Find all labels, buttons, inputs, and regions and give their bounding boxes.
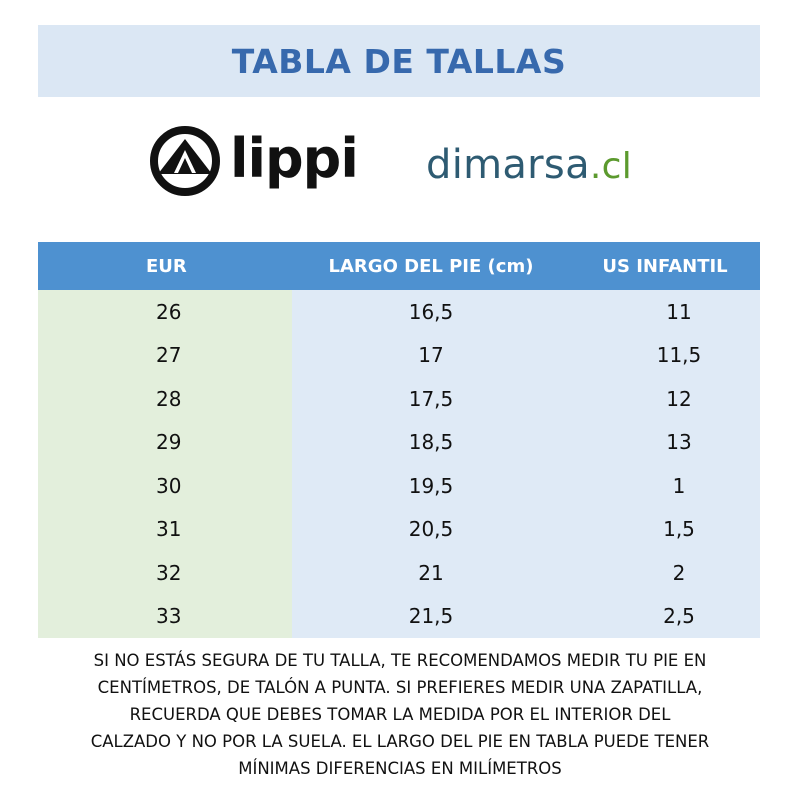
- page-title: TABLA DE TALLAS: [231, 41, 567, 81]
- us-cell: 1,5: [663, 517, 695, 542]
- largo-cell: 17,5: [408, 386, 454, 411]
- largo-cell: 21,5: [408, 604, 454, 629]
- largo-cell: 21: [418, 560, 444, 585]
- eur-cell: 28: [156, 386, 182, 411]
- eur-cell: 31: [156, 517, 182, 542]
- note-line: CALZADO Y NO POR LA SUELA. EL LARGO DEL …: [90, 732, 710, 751]
- note-line: MÍNIMAS DIFERENCIAS EN MILÍMETROS: [238, 759, 562, 778]
- table-row: 19,5 1: [292, 464, 760, 508]
- note-line: SI NO ESTÁS SEGURA DE TU TALLA, TE RECOM…: [93, 651, 707, 670]
- us-cell: 1: [672, 473, 686, 498]
- measurement-note: SI NO ESTÁS SEGURA DE TU TALLA, TE RECOM…: [30, 647, 770, 782]
- us-cell: 11,5: [656, 343, 702, 368]
- table-row: 30: [38, 464, 292, 508]
- table-row: 26: [38, 290, 292, 334]
- dimarsa-logo-suffix: .cl: [589, 146, 633, 187]
- header-eur: EUR: [146, 255, 187, 277]
- size-table: EUR LARGO DEL PIE (cm) US INFANTIL 26 27…: [38, 242, 760, 638]
- table-row: 31: [38, 508, 292, 552]
- largo-cell: 20,5: [408, 517, 454, 542]
- table-row: 16,5 11: [292, 290, 760, 334]
- largo-cell: 19,5: [408, 473, 454, 498]
- dimarsa-logo: dimarsa.cl: [426, 142, 632, 188]
- eur-cell: 32: [156, 560, 182, 585]
- table-row: 21 2: [292, 551, 760, 595]
- measure-columns: 16,5 11 17 11,5 17,5 12 18,5 13 19,5 1 2…: [292, 290, 760, 638]
- table-header: EUR LARGO DEL PIE (cm) US INFANTIL: [38, 242, 760, 290]
- note-line: RECUERDA QUE DEBES TOMAR LA MEDIDA POR E…: [129, 705, 671, 724]
- header-largo-pie: LARGO DEL PIE (cm): [328, 255, 534, 277]
- table-row: 17 11,5: [292, 334, 760, 378]
- us-cell: 2: [672, 560, 686, 585]
- us-cell: 13: [666, 430, 692, 455]
- eur-cell: 33: [156, 604, 182, 629]
- eur-cell: 29: [156, 430, 182, 455]
- table-row: 18,5 13: [292, 421, 760, 465]
- note-line: CENTÍMETROS, DE TALÓN A PUNTA. SI PREFIE…: [97, 678, 703, 697]
- header-us-infantil: US INFANTIL: [602, 255, 728, 277]
- table-body: 26 27 28 29 30 31 32 33 16,5 11 17 11,5 …: [38, 290, 760, 638]
- table-row: 27: [38, 334, 292, 378]
- title-banner: TABLA DE TALLAS: [38, 25, 760, 97]
- table-row: 17,5 12: [292, 377, 760, 421]
- table-row: 28: [38, 377, 292, 421]
- lippi-mountain-icon: [150, 126, 220, 196]
- largo-cell: 16,5: [408, 299, 454, 324]
- eur-column: 26 27 28 29 30 31 32 33: [38, 290, 292, 638]
- eur-cell: 27: [156, 343, 182, 368]
- us-cell: 11: [666, 299, 692, 324]
- eur-cell: 26: [156, 299, 182, 324]
- us-cell: 12: [666, 386, 692, 411]
- dimarsa-logo-text: dimarsa: [426, 142, 590, 188]
- table-row: 32: [38, 551, 292, 595]
- table-row: 29: [38, 421, 292, 465]
- table-row: 20,5 1,5: [292, 508, 760, 552]
- largo-cell: 18,5: [408, 430, 454, 455]
- table-row: 33: [38, 595, 292, 639]
- us-cell: 2,5: [663, 604, 695, 629]
- table-row: 21,5 2,5: [292, 595, 760, 639]
- largo-cell: 17: [418, 343, 444, 368]
- lippi-logo-text: lippi: [230, 126, 359, 190]
- lippi-logo: lippi: [148, 126, 359, 196]
- eur-cell: 30: [156, 473, 182, 498]
